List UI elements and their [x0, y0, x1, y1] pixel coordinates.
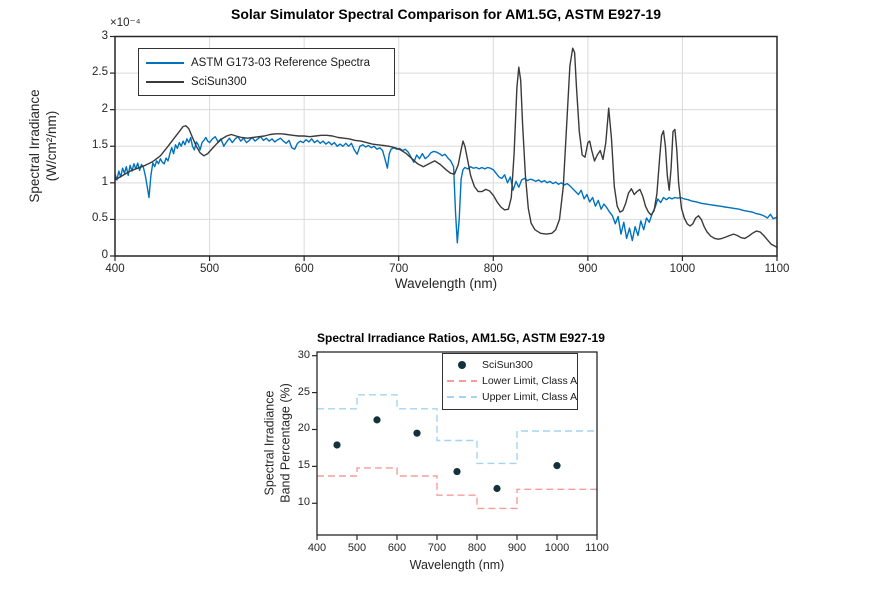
legend-label: SciSun300	[482, 359, 533, 371]
line-sample-icon	[146, 80, 184, 83]
legend-entry-upper-limit: Upper Limit, Class A	[447, 389, 577, 405]
top-y-exponent-label: ×10⁻⁴	[110, 17, 141, 29]
bottom-y-tick-label: 20	[297, 422, 310, 435]
bottom-y-tick-label: 30	[297, 348, 310, 361]
legend-label: Lower Limit, Class A	[482, 375, 578, 387]
bottom-x-tick-label: 400	[307, 542, 327, 554]
top-x-tick-label: 400	[105, 263, 125, 275]
scisun300-point	[413, 429, 421, 437]
top-y-tick-label: 1	[101, 175, 108, 188]
bottom-y-tick-label: 10	[297, 496, 310, 509]
dashed-line-sample-icon	[447, 380, 477, 382]
legend-entry-scisun300: SciSun300	[146, 72, 386, 91]
scisun300-point	[333, 441, 341, 449]
bottom-chart-legend: SciSun300 Lower Limit, Class A Upper Lim…	[442, 353, 578, 410]
top-y-axis-label: Spectral Irradiance (W/cm²/nm)	[27, 89, 61, 202]
legend-label: Upper Limit, Class A	[482, 391, 578, 403]
top-y-tick-label: 1.5	[92, 139, 108, 152]
scisun300-curve	[114, 47, 778, 248]
top-x-tick-label: 1100	[764, 263, 790, 275]
bottom-chart-title: Spectral Irradiance Ratios, AM1.5G, ASTM…	[317, 331, 605, 345]
bottom-y-tick-label: 25	[297, 385, 310, 398]
bottom-x-tick-label: 900	[507, 542, 527, 554]
dot-sample-icon	[447, 361, 477, 369]
scisun300-point	[553, 462, 561, 470]
top-y-axis-label-line1: Spectral Irradiance	[27, 89, 43, 203]
scisun300-point	[373, 416, 381, 424]
astm-reference-curve	[114, 135, 778, 244]
top-x-tick-label: 800	[483, 263, 503, 275]
upper-limit-line	[317, 394, 597, 465]
bottom-plot-box	[316, 351, 598, 536]
top-x-tick-label: 600	[294, 263, 314, 275]
bottom-x-tick-label: 1100	[585, 542, 609, 554]
bottom-x-tick-label: 1000	[544, 542, 570, 554]
top-x-tick-label: 1000	[669, 263, 696, 275]
legend-label: SciSun300	[191, 75, 247, 88]
bottom-y-axis-label-line1: Spectral Irradiance	[262, 390, 277, 496]
top-y-axis-label-line2: (W/cm²/nm)	[44, 110, 59, 182]
bottom-x-tick-label: 600	[387, 542, 407, 554]
legend-label: ASTM G173-03 Reference Spectra	[191, 56, 370, 69]
bottom-y-tick-label: 15	[297, 459, 310, 472]
top-chart-legend: ASTM G173-03 Reference Spectra SciSun300	[138, 48, 395, 96]
bottom-y-axis-label: Spectral Irradiance Band Percentage (%)	[262, 383, 293, 503]
top-x-tick-label: 900	[578, 263, 598, 275]
top-x-tick-label: 500	[199, 263, 220, 275]
scisun300-point	[493, 484, 501, 493]
legend-entry-scisun300-points: SciSun300	[447, 357, 571, 373]
dashed-line-sample-icon	[447, 396, 477, 398]
legend-entry-lower-limit: Lower Limit, Class A	[447, 373, 577, 389]
top-x-axis-label: Wavelength (nm)	[394, 276, 498, 291]
scisun300-point	[453, 467, 461, 476]
top-chart-title: Solar Simulator Spectral Comparison for …	[231, 6, 661, 22]
top-y-tick-label: 0.5	[92, 212, 108, 225]
top-y-tick-label: 3	[101, 29, 108, 42]
bottom-x-tick-label: 500	[347, 542, 367, 554]
line-sample-icon	[146, 61, 184, 64]
bottom-x-tick-label: 800	[467, 542, 487, 554]
bottom-x-tick-label: 700	[427, 542, 447, 554]
top-y-tick-label: 0	[101, 249, 108, 261]
lower-limit-line	[317, 467, 597, 510]
top-y-tick-label: 2	[101, 102, 108, 115]
top-x-tick-label: 700	[389, 263, 409, 275]
bottom-y-axis-label-line2: Band Percentage (%)	[278, 383, 292, 503]
legend-entry-astm-reference: ASTM G173-03 Reference Spectra	[146, 53, 386, 72]
top-y-tick-label: 2.5	[92, 66, 108, 79]
bottom-x-axis-label: Wavelength (nm)	[409, 558, 505, 572]
